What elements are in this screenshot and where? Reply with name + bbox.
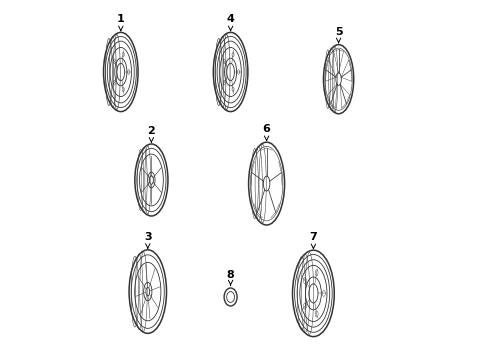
Text: 3: 3	[144, 232, 151, 248]
Text: 6: 6	[263, 124, 270, 140]
Text: 8: 8	[227, 270, 235, 285]
Text: 7: 7	[310, 232, 317, 248]
Text: 2: 2	[147, 126, 155, 142]
Text: 5: 5	[335, 27, 343, 43]
Text: 4: 4	[227, 14, 235, 31]
Text: 1: 1	[117, 14, 124, 31]
